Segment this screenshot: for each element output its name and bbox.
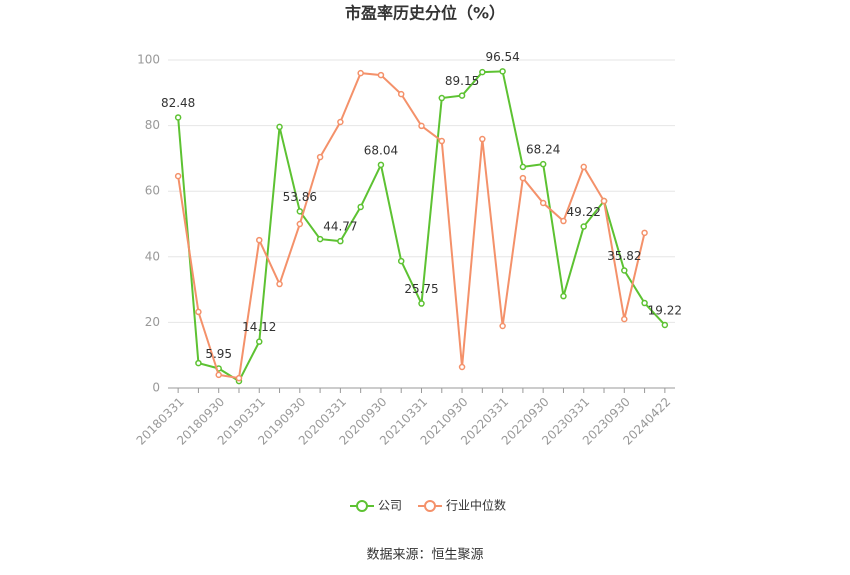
point xyxy=(519,174,527,182)
point xyxy=(256,338,263,345)
point xyxy=(479,68,486,76)
data-label: 25.75 xyxy=(404,282,438,296)
data-label: 49.22 xyxy=(567,205,601,219)
data-label: 19.22 xyxy=(648,303,682,317)
point xyxy=(296,208,304,215)
point xyxy=(316,153,324,161)
point xyxy=(621,315,628,323)
point xyxy=(560,217,567,225)
point xyxy=(539,160,547,168)
data-label: 96.54 xyxy=(485,50,519,64)
point xyxy=(661,321,669,329)
point xyxy=(621,267,628,274)
point xyxy=(560,292,567,300)
point xyxy=(397,90,405,98)
y-tick-label: 60 xyxy=(145,184,160,198)
data-label: 35.82 xyxy=(607,249,641,263)
point xyxy=(195,308,202,316)
point xyxy=(174,114,182,121)
point xyxy=(458,92,466,99)
point xyxy=(357,203,364,211)
data-label: 68.24 xyxy=(526,143,560,157)
point xyxy=(397,257,405,265)
point xyxy=(377,71,385,79)
point xyxy=(641,229,648,237)
point xyxy=(174,172,182,180)
point xyxy=(580,163,587,171)
point xyxy=(337,237,344,245)
data-label: 44.77 xyxy=(323,220,357,234)
point xyxy=(276,280,283,288)
y-tick-label: 20 xyxy=(145,315,160,329)
point xyxy=(438,137,446,145)
point xyxy=(438,94,446,102)
point xyxy=(377,161,385,169)
series-line xyxy=(177,70,666,383)
point xyxy=(418,300,425,307)
y-tick-label: 40 xyxy=(145,249,160,263)
legend-label: 公司 xyxy=(378,499,402,513)
point xyxy=(458,363,466,371)
point xyxy=(580,223,587,230)
point xyxy=(600,197,608,205)
data-label: 89.15 xyxy=(445,74,479,88)
series-line xyxy=(177,72,646,380)
point xyxy=(195,359,202,367)
point xyxy=(479,135,486,143)
point xyxy=(256,236,263,244)
point xyxy=(357,69,364,77)
data-label: 14.12 xyxy=(242,320,276,334)
data-label: 82.48 xyxy=(161,96,195,110)
point xyxy=(539,199,547,207)
point xyxy=(235,374,243,382)
y-tick-label: 0 xyxy=(152,381,160,395)
y-tick-label: 100 xyxy=(137,53,160,67)
data-label: 53.86 xyxy=(283,190,317,204)
legend-marker xyxy=(424,500,437,512)
legend-label: 行业中位数 xyxy=(446,498,506,513)
data-label: 68.04 xyxy=(364,143,398,157)
legend-marker xyxy=(356,500,368,512)
point xyxy=(276,123,283,131)
point xyxy=(316,235,324,243)
data-label: 5.95 xyxy=(205,347,232,361)
point xyxy=(519,163,527,171)
chart-title: 市盈率历史分位（%） xyxy=(345,4,505,23)
point xyxy=(499,322,506,330)
point xyxy=(296,220,304,228)
point xyxy=(499,68,506,75)
source: 数据来源：恒生聚源 xyxy=(366,548,483,563)
point xyxy=(215,371,222,379)
point xyxy=(418,122,425,130)
point xyxy=(337,118,344,126)
point xyxy=(641,299,648,307)
y-tick-label: 80 xyxy=(145,118,160,132)
